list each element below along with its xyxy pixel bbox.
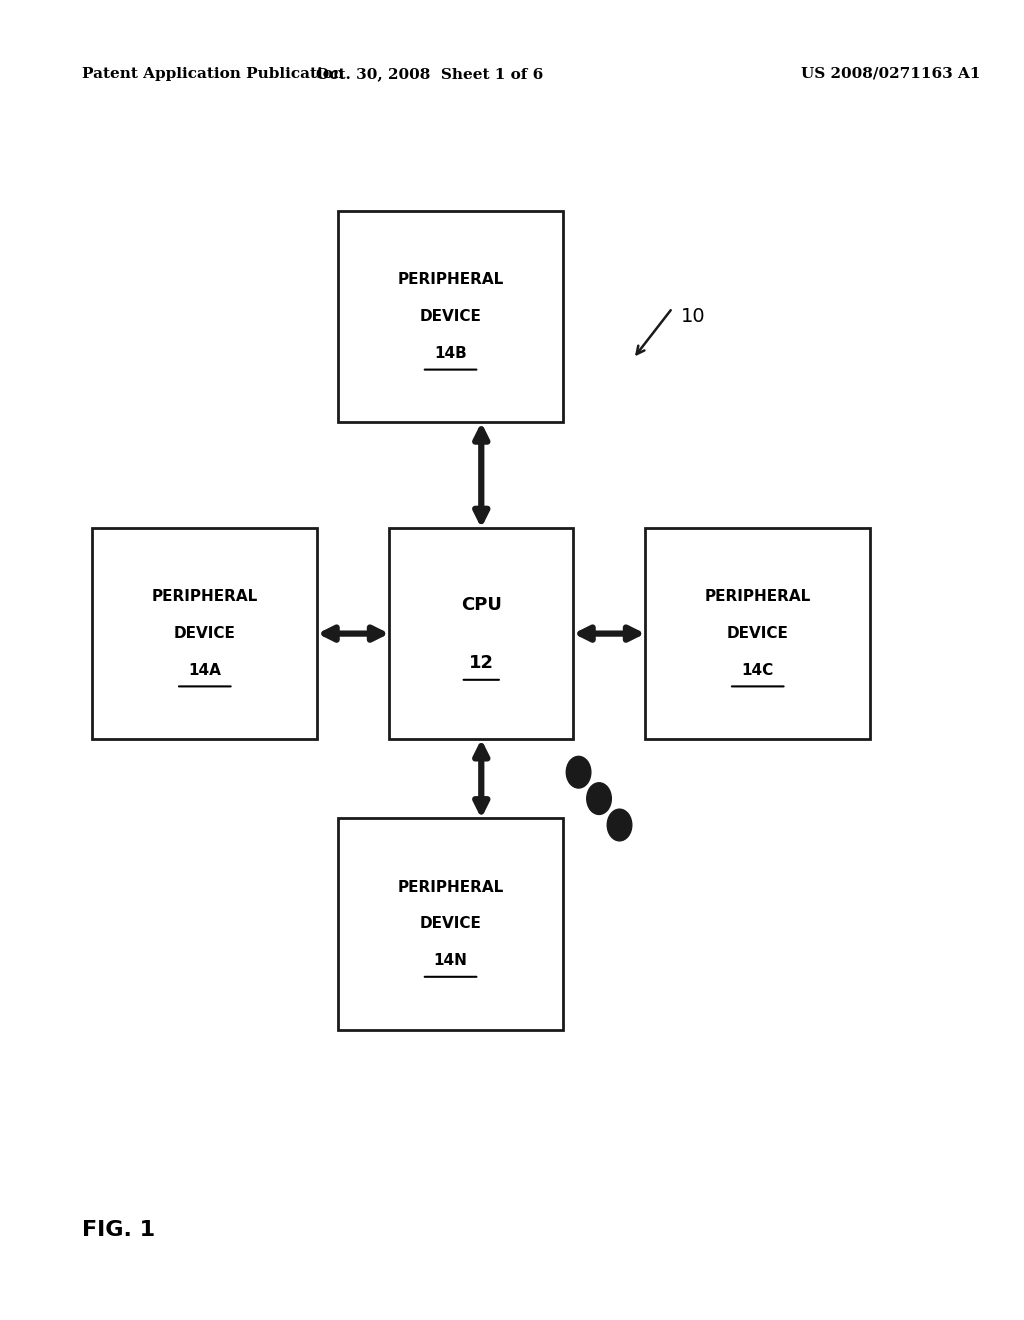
FancyBboxPatch shape xyxy=(645,528,870,739)
Text: DEVICE: DEVICE xyxy=(174,626,236,642)
Text: DEVICE: DEVICE xyxy=(420,916,481,932)
Text: PERIPHERAL: PERIPHERAL xyxy=(397,879,504,895)
Text: Patent Application Publication: Patent Application Publication xyxy=(82,67,344,81)
Text: PERIPHERAL: PERIPHERAL xyxy=(152,589,258,605)
Text: 14N: 14N xyxy=(433,953,468,969)
Text: PERIPHERAL: PERIPHERAL xyxy=(705,589,811,605)
Text: DEVICE: DEVICE xyxy=(727,626,788,642)
Text: US 2008/0271163 A1: US 2008/0271163 A1 xyxy=(801,67,981,81)
Text: 14A: 14A xyxy=(188,663,221,678)
Text: 14B: 14B xyxy=(434,346,467,362)
Text: FIG. 1: FIG. 1 xyxy=(82,1220,155,1241)
Text: 14C: 14C xyxy=(741,663,774,678)
Text: Oct. 30, 2008  Sheet 1 of 6: Oct. 30, 2008 Sheet 1 of 6 xyxy=(316,67,544,81)
FancyBboxPatch shape xyxy=(338,211,563,422)
FancyBboxPatch shape xyxy=(338,818,563,1030)
Text: 12: 12 xyxy=(469,653,494,672)
Circle shape xyxy=(607,809,632,841)
Text: CPU: CPU xyxy=(461,595,502,614)
Text: PERIPHERAL: PERIPHERAL xyxy=(397,272,504,288)
Circle shape xyxy=(587,783,611,814)
FancyBboxPatch shape xyxy=(389,528,573,739)
FancyBboxPatch shape xyxy=(92,528,317,739)
Text: DEVICE: DEVICE xyxy=(420,309,481,325)
Circle shape xyxy=(566,756,591,788)
Text: 10: 10 xyxy=(681,308,706,326)
